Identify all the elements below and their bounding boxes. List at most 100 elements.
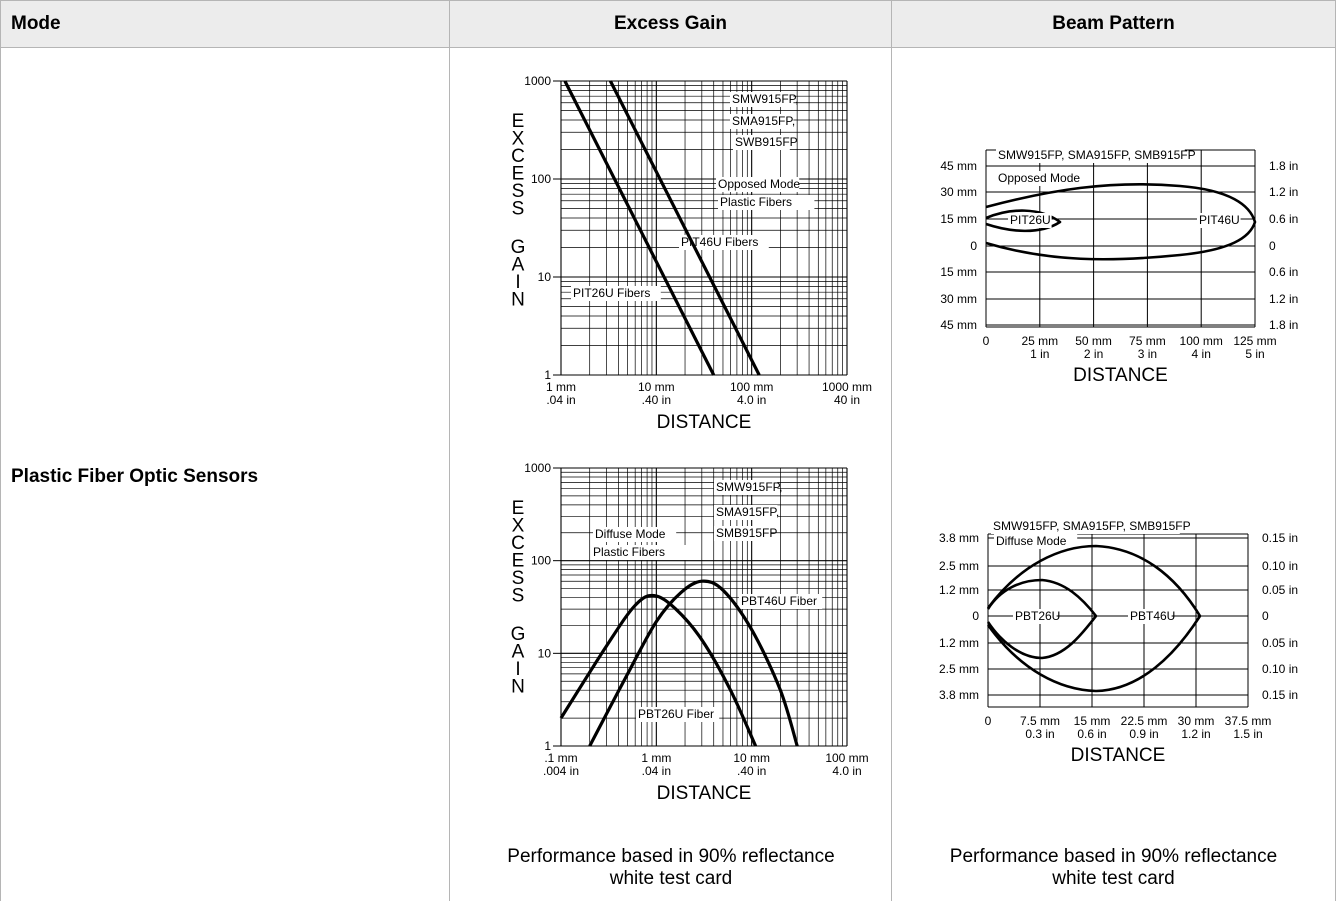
- bp2-xtick-label: 100 mm: [1180, 334, 1223, 348]
- bp2-annotation: SMW915FP, SMA915FP, SMB915FP: [998, 148, 1196, 162]
- eg1-ylabel-letter: A: [512, 255, 525, 276]
- eg3-ytick-label: 100: [531, 554, 551, 568]
- eg1-annotation-bg: [571, 286, 661, 301]
- bp2-ytick-left: 30 mm: [940, 292, 977, 306]
- header-excess-gain-label: Excess Gain: [613, 13, 728, 34]
- bp4-series-1-label: PBT26U: [1015, 609, 1060, 623]
- eg1-series-1-line: [563, 80, 716, 376]
- performance-note-left: Performance based in 90% reflectance whi…: [450, 846, 892, 890]
- bp2-ytick-right: 1.8 in: [1269, 318, 1298, 332]
- eg3-xtick-label: 10 mm: [733, 751, 770, 765]
- bp4-xtick-label: 0.6 in: [1077, 727, 1106, 741]
- performance-note-right-line-1: Performance based in 90% reflectance: [949, 846, 1278, 867]
- eg3-xtick-label: 1 mm: [641, 751, 671, 765]
- eg1-ytick-label: 1: [544, 368, 551, 382]
- bp2-ytick-right: 0.6 in: [1269, 265, 1298, 279]
- bp4-annotation-bg: [994, 534, 1078, 549]
- bp2-xtick-label: 0: [983, 334, 990, 348]
- bp4-xtick-label: 7.5 mm: [1020, 714, 1060, 728]
- header-excess-gain: Excess Gain: [449, 0, 892, 48]
- eg1-series-2-line: [608, 80, 761, 376]
- bp4-ytick-left: 0: [972, 609, 979, 623]
- bp2-xtick-label: 125 mm: [1233, 334, 1276, 348]
- eg3-annotation-bg: [739, 594, 823, 609]
- eg1-xtick-label: 40 in: [834, 393, 860, 407]
- eg1-xtick-label: .04 in: [546, 393, 575, 407]
- eg1-annotation: PIT46U Fibers: [681, 235, 758, 249]
- bp4-series-1-line: [986, 578, 1098, 660]
- performance-note-right: Performance based in 90% reflectance whi…: [892, 846, 1335, 890]
- eg1-ylabel-letter: X: [512, 129, 525, 150]
- eg1-annotation: Opposed Mode: [718, 177, 800, 191]
- bp4-ytick-right: 0.15 in: [1262, 688, 1298, 702]
- eg1-annotation-bg: [730, 92, 794, 107]
- bp4-xtick-label: 15 mm: [1074, 714, 1111, 728]
- eg3-xtick-label: 4.0 in: [832, 764, 861, 778]
- eg3-xtick-label: 100 mm: [825, 751, 868, 765]
- eg1-ytick-label: 100: [531, 172, 551, 186]
- eg3-annotation: SMW915FP,: [716, 480, 782, 494]
- bp2-ytick-left: 0: [970, 239, 977, 253]
- bp2-ytick-right: 1.8 in: [1269, 159, 1298, 173]
- eg1-xlabel: DISTANCE: [657, 412, 752, 433]
- eg1-annotation: SWB915FP: [735, 135, 798, 149]
- left-border: [0, 48, 1, 901]
- eg1-annotation-bg: [718, 195, 815, 210]
- bp4-xtick-label: 22.5 mm: [1121, 714, 1168, 728]
- bp4-series-2-label: PBT46U: [1130, 609, 1175, 623]
- eg3-annotation: PBT26U Fiber: [638, 707, 714, 721]
- eg3-xtick-label: .004 in: [543, 764, 579, 778]
- eg3-annotation-bg: [714, 505, 778, 520]
- bp4-ytick-left: 3.8 mm: [939, 531, 979, 545]
- bp2-ytick-right: 1.2 in: [1269, 185, 1298, 199]
- eg1-ytick-label: 10: [538, 270, 552, 284]
- eg1-xtick-label: .40 in: [642, 393, 671, 407]
- eg3-annotation: PBT46U Fiber: [741, 594, 817, 608]
- bp2-xtick-label: 2 in: [1084, 347, 1103, 361]
- eg1-ylabel-letter: S: [512, 199, 525, 220]
- eg1-annotation-bg: [679, 235, 769, 250]
- bp4-ytick-left: 2.5 mm: [939, 662, 979, 676]
- eg3-annotation: Diffuse Mode: [595, 527, 666, 541]
- eg3-ylabel-letter: N: [511, 677, 525, 698]
- bp4-ytick-left: 3.8 mm: [939, 688, 979, 702]
- eg1-annotation: PIT26U Fibers: [573, 286, 650, 300]
- bp2-annotation: Opposed Mode: [998, 171, 1080, 185]
- eg1-annotation: Plastic Fibers: [720, 195, 792, 209]
- eg3-annotation-bg: [636, 707, 720, 722]
- bp2-ytick-left: 30 mm: [940, 185, 977, 199]
- eg3-annotation: Plastic Fibers: [593, 545, 665, 559]
- eg1-annotation-bg: [733, 135, 790, 150]
- eg3-ylabel-letter: E: [512, 498, 525, 519]
- eg1-annotation-bg: [716, 177, 800, 192]
- eg3-ylabel-letter: I: [515, 659, 520, 680]
- eg3-ylabel-letter: E: [512, 551, 525, 572]
- eg3-ylabel-letter: A: [512, 642, 525, 663]
- bp2-xtick-label: 25 mm: [1021, 334, 1058, 348]
- bp4-series-1-label-bg: [1013, 609, 1057, 624]
- eg3-series-1-line: [559, 593, 758, 747]
- eg1-ylabel-letter: E: [512, 111, 525, 132]
- eg3-ytick-label: 10: [538, 646, 552, 660]
- bp4-ytick-right: 0.05 in: [1262, 636, 1298, 650]
- eg3-series-2-line: [588, 579, 799, 747]
- bp4-ytick-left: 1.2 mm: [939, 636, 979, 650]
- eg1-xtick-label: 4.0 in: [737, 393, 766, 407]
- bp2-xtick-label: 4 in: [1192, 347, 1211, 361]
- eg3-annotation-bg: [714, 526, 771, 541]
- eg1-xtick-label: 1000 mm: [822, 380, 872, 394]
- bp4-series-2-label-bg: [1128, 609, 1172, 624]
- bp2-series-1-label: PIT26U: [1010, 213, 1051, 227]
- bp2-ytick-left: 45 mm: [940, 318, 977, 332]
- bp4-xtick-label: 0.3 in: [1025, 727, 1054, 741]
- bp4-ytick-right: 0.10 in: [1262, 662, 1298, 676]
- bp4-xtick-label: 1.5 in: [1233, 727, 1262, 741]
- bp4-ytick-right: 0.05 in: [1262, 583, 1298, 597]
- eg1-ylabel-letter: G: [511, 237, 526, 258]
- bp2-ytick-left: 15 mm: [940, 212, 977, 226]
- eg3-annotation: SMA915FP,: [716, 505, 779, 519]
- bp4-series-2-line: [986, 544, 1202, 693]
- eg1-ytick-label: 1000: [524, 74, 551, 88]
- eg3-xtick-label: .40 in: [737, 764, 766, 778]
- eg1-xtick-label: 10 mm: [638, 380, 675, 394]
